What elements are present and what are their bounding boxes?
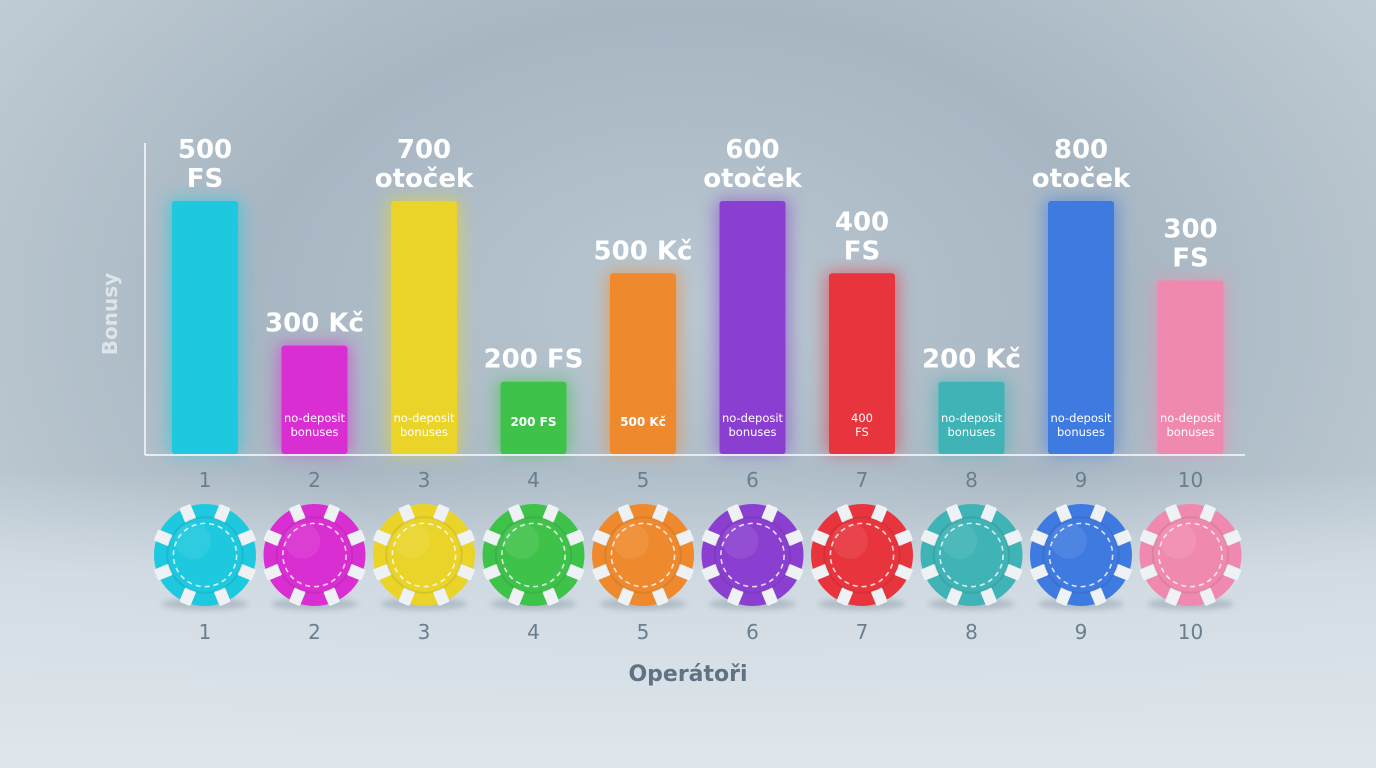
- poker-chip-icon: [154, 504, 256, 610]
- bar-operator-9: [1048, 201, 1114, 454]
- bar-operator-10: [1157, 280, 1224, 454]
- x-tick-label: 4: [527, 468, 540, 492]
- chip-number-label: 2: [308, 620, 321, 644]
- x-tick-label: 5: [637, 468, 650, 492]
- bar-value-label: 500: [178, 135, 232, 165]
- bar-value-label: 300 Kč: [265, 309, 364, 339]
- bar-value-label: 400: [835, 207, 889, 237]
- x-tick-label: 10: [1178, 468, 1203, 492]
- chip-number-label: 1: [199, 620, 212, 644]
- poker-chip-icon: [920, 504, 1023, 610]
- bar-operator-2: [281, 345, 348, 454]
- y-axis-title: Bonusy: [98, 272, 122, 356]
- bar-inner-label: bonuses: [291, 425, 339, 439]
- bar-value-label: otoček: [375, 164, 474, 194]
- bar-operator-1: [172, 201, 238, 454]
- chip-number-label: 9: [1075, 620, 1088, 644]
- poker-chip-icon: [592, 504, 694, 610]
- bar-inner-label: bonuses: [948, 425, 996, 439]
- bar-value-label: 500 Kč: [594, 236, 693, 266]
- poker-chip-icon: [373, 504, 475, 610]
- bar-inner-label: no-deposit: [1050, 411, 1112, 425]
- x-tick-label: 1: [199, 468, 212, 492]
- x-tick-label: 9: [1075, 468, 1088, 492]
- bar-value-label: 300: [1163, 215, 1217, 245]
- x-tick-label: 8: [965, 468, 978, 492]
- poker-chip-icon: [1139, 504, 1242, 610]
- bar-operator-4: [500, 381, 567, 454]
- bar-inner-label: no-deposit: [284, 411, 346, 425]
- chip-number-label: 5: [637, 620, 650, 644]
- bar-value-label: otoček: [1032, 164, 1131, 194]
- chip-number-label: 7: [856, 620, 869, 644]
- x-tick-label: 3: [418, 468, 431, 492]
- bar-value-label: FS: [187, 164, 224, 194]
- bar-value-label: 200 Kč: [922, 345, 1021, 375]
- poker-chip-icon: [811, 504, 913, 610]
- x-tick-label: 7: [856, 468, 869, 492]
- bar-inner-label: 400: [851, 411, 873, 425]
- poker-chip-icon: [701, 504, 804, 610]
- chip-number-label: 6: [746, 620, 759, 644]
- bar-operator-6: [719, 201, 786, 454]
- bar-value-label: 700: [397, 135, 451, 165]
- bar-inner-label: no-deposit: [1160, 411, 1222, 425]
- bar-value-label: FS: [844, 236, 881, 266]
- bar-value-label: 800: [1054, 135, 1108, 165]
- bar-operator-7: [829, 273, 895, 454]
- bar-value-label: otoček: [703, 164, 802, 194]
- poker-chip-icon: [1030, 504, 1132, 610]
- bar-operator-8: [938, 381, 1005, 454]
- poker-chip-icon: [482, 504, 585, 610]
- bar-inner-label: bonuses: [1057, 425, 1105, 439]
- bar-value-label: 200 FS: [484, 345, 584, 375]
- chip-number-label: 3: [418, 620, 431, 644]
- bar-inner-label: bonuses: [400, 425, 448, 439]
- chip-number-label: 8: [965, 620, 978, 644]
- bar-value-label: FS: [1172, 244, 1209, 274]
- poker-chip-icon: [263, 504, 366, 610]
- x-tick-label: 2: [308, 468, 321, 492]
- bar-operator-3: [391, 201, 457, 454]
- bar-inner-label: no-deposit: [393, 411, 455, 425]
- chip-number-label: 4: [527, 620, 540, 644]
- bar-inner-label: 200 FS: [510, 415, 556, 429]
- bar-operator-5: [610, 273, 676, 454]
- bar-inner-label: no-deposit: [722, 411, 784, 425]
- x-axis-title: Operátoři: [628, 662, 748, 687]
- bar-value-label: 600: [725, 135, 779, 165]
- chip-number-label: 10: [1178, 620, 1203, 644]
- bar-inner-label: 500 Kč: [620, 415, 666, 429]
- bar-inner-label: bonuses: [1167, 425, 1215, 439]
- bar-inner-label: bonuses: [729, 425, 777, 439]
- bar-inner-label: no-deposit: [941, 411, 1003, 425]
- x-tick-label: 6: [746, 468, 759, 492]
- bar-inner-label: FS: [855, 425, 869, 439]
